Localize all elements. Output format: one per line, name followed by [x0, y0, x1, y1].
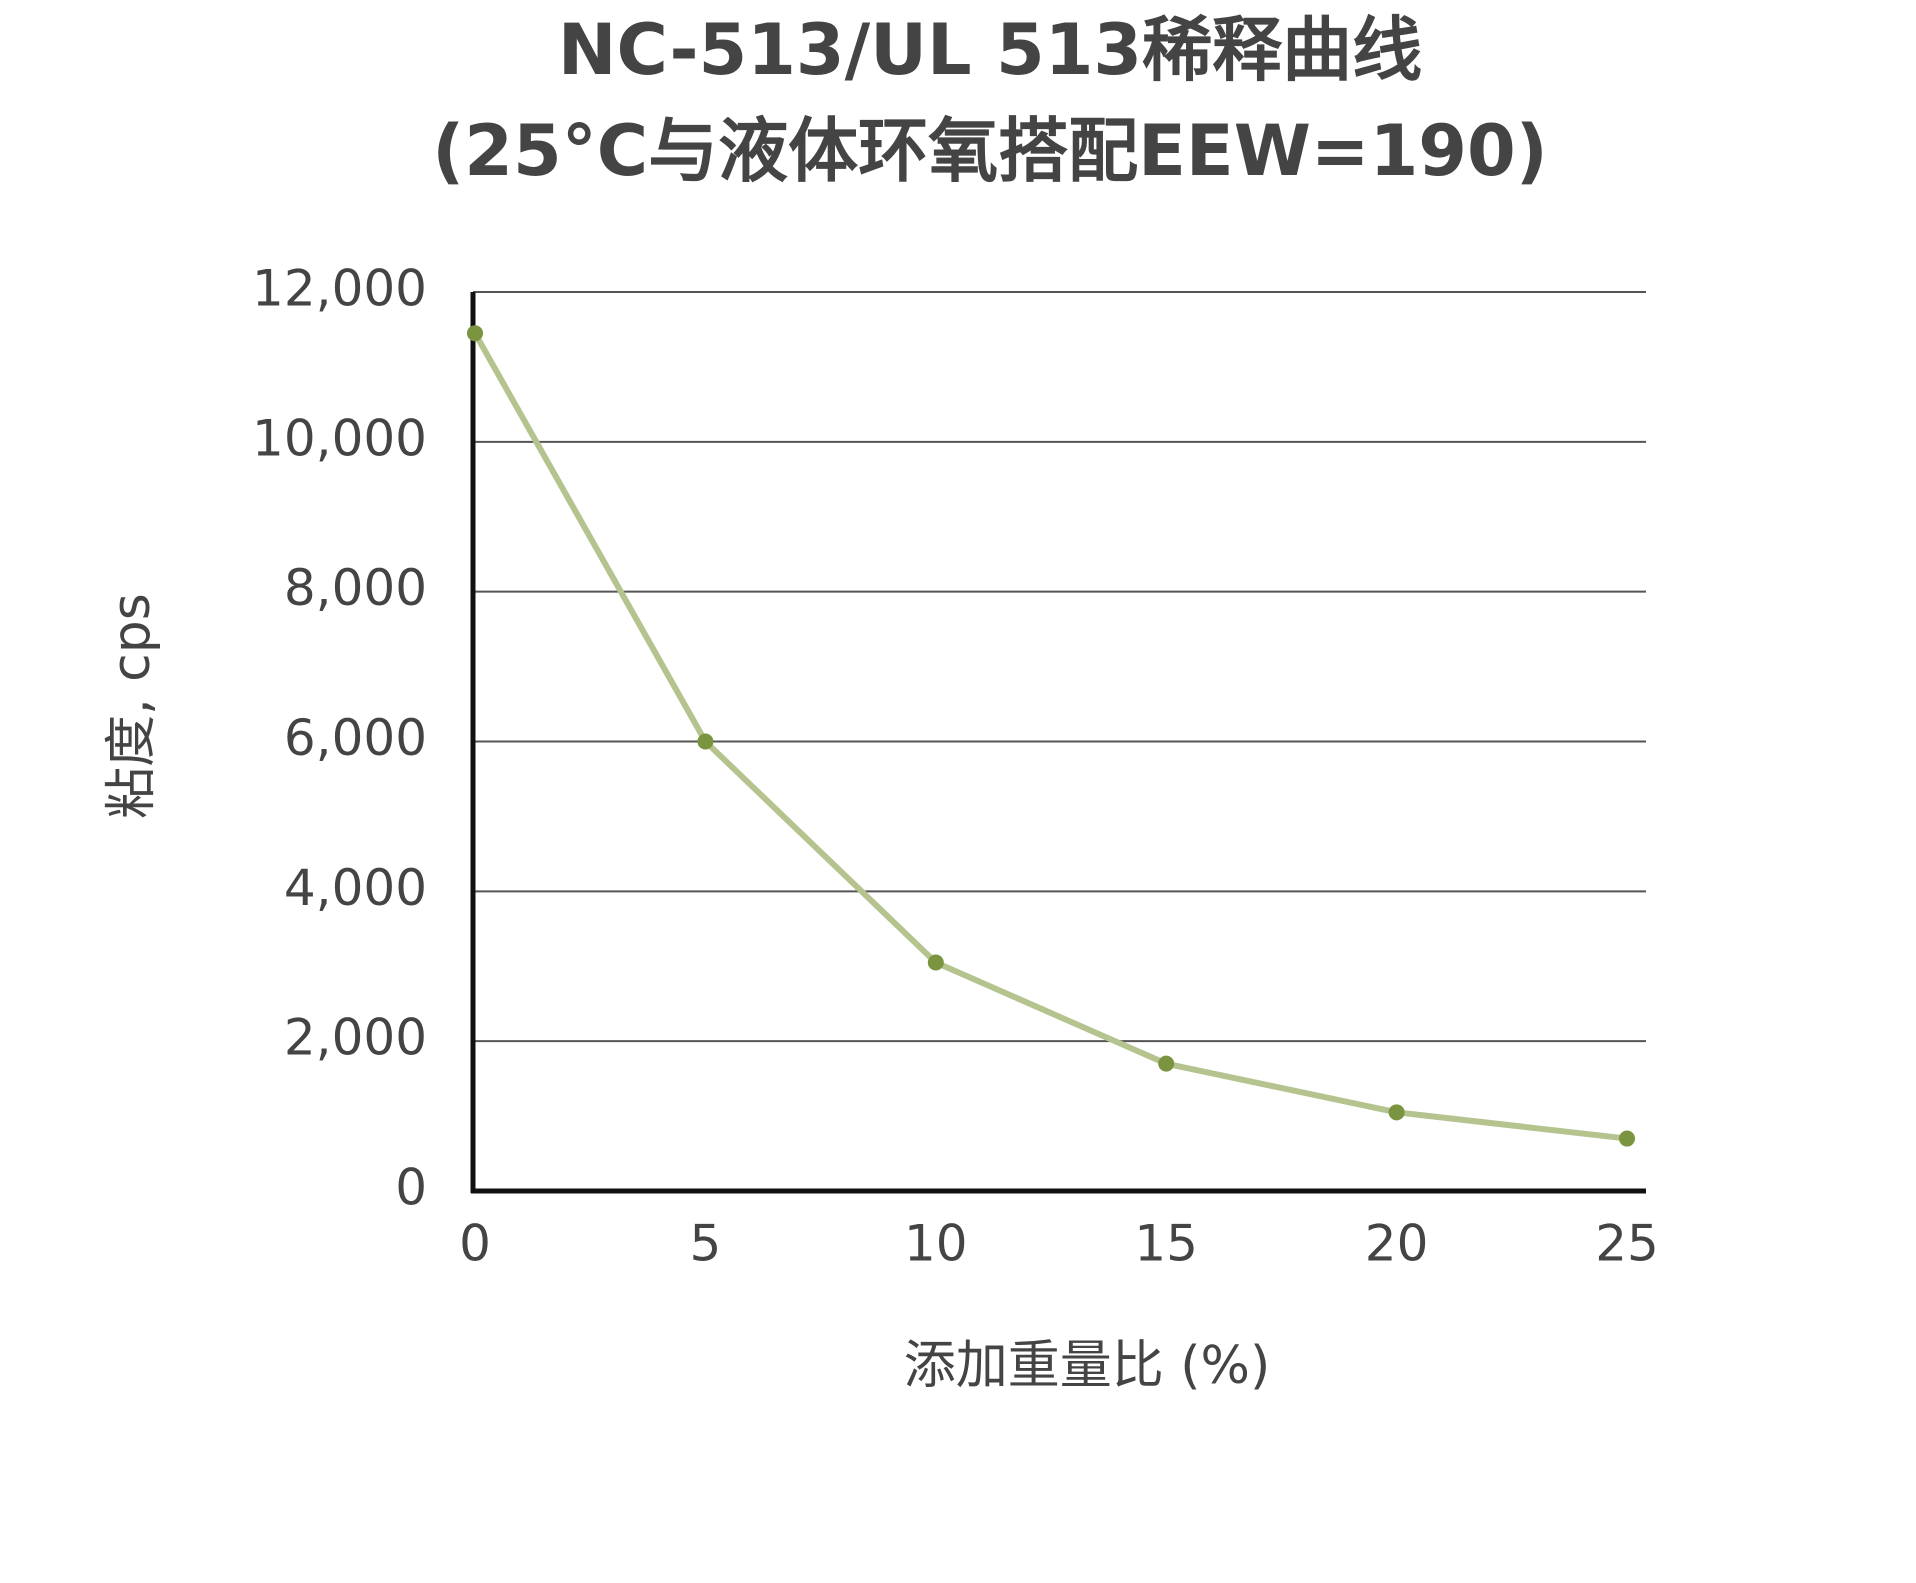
series-line	[472, 331, 1628, 1142]
chart-title: NC-513/UL 513稀释曲线	[558, 9, 1422, 91]
x-tick-label: 0	[459, 1215, 491, 1273]
x-tick-label: 25	[1595, 1215, 1659, 1273]
data-point	[1388, 1104, 1405, 1121]
y-tick-label: 6,000	[284, 709, 427, 767]
x-tick-label: 15	[1134, 1215, 1198, 1273]
y-tick-label: 2,000	[284, 1009, 427, 1067]
y-tick-label: 12,000	[252, 260, 427, 318]
y-axis-label: 粘度, cps	[102, 593, 162, 819]
data-point	[1158, 1055, 1175, 1072]
x-axis-label: 添加重量比 (%)	[904, 1336, 1271, 1396]
data-point	[927, 954, 944, 971]
data-point	[467, 325, 483, 342]
x-tick-label: 5	[689, 1215, 721, 1273]
data-point	[1619, 1130, 1635, 1147]
y-tick-label: 0	[395, 1159, 427, 1217]
chart-subtitle: (25°C与液体环氧搭配EEW=190)	[432, 110, 1547, 192]
y-tick-label: 8,000	[284, 559, 427, 617]
x-tick-label: 10	[904, 1215, 968, 1273]
y-tick-label: 4,000	[284, 859, 427, 917]
data-point	[697, 733, 714, 750]
x-tick-label: 20	[1365, 1215, 1429, 1273]
y-tick-label: 10,000	[252, 409, 427, 467]
